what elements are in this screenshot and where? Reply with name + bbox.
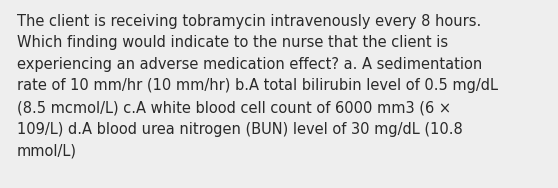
Text: (8.5 mcmol/L) c.A white blood cell count of 6000 mm3 (6 ×: (8.5 mcmol/L) c.A white blood cell count… <box>17 100 451 115</box>
Text: mmol/L): mmol/L) <box>17 143 76 158</box>
Text: 109/L) d.A blood urea nitrogen (BUN) level of 30 mg/dL (10.8: 109/L) d.A blood urea nitrogen (BUN) lev… <box>17 121 463 136</box>
Text: Which finding would indicate to the nurse that the client is: Which finding would indicate to the nurs… <box>17 35 448 50</box>
Text: experiencing an adverse medication effect? a. A sedimentation: experiencing an adverse medication effec… <box>17 57 482 72</box>
Text: rate of 10 mm/hr (10 mm/hr) b.A total bilirubin level of 0.5 mg/dL: rate of 10 mm/hr (10 mm/hr) b.A total bi… <box>17 78 498 93</box>
Text: The client is receiving tobramycin intravenously every 8 hours.: The client is receiving tobramycin intra… <box>17 14 481 29</box>
